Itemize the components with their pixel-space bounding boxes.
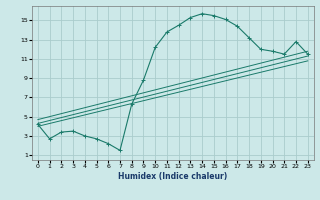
X-axis label: Humidex (Indice chaleur): Humidex (Indice chaleur) xyxy=(118,172,228,181)
